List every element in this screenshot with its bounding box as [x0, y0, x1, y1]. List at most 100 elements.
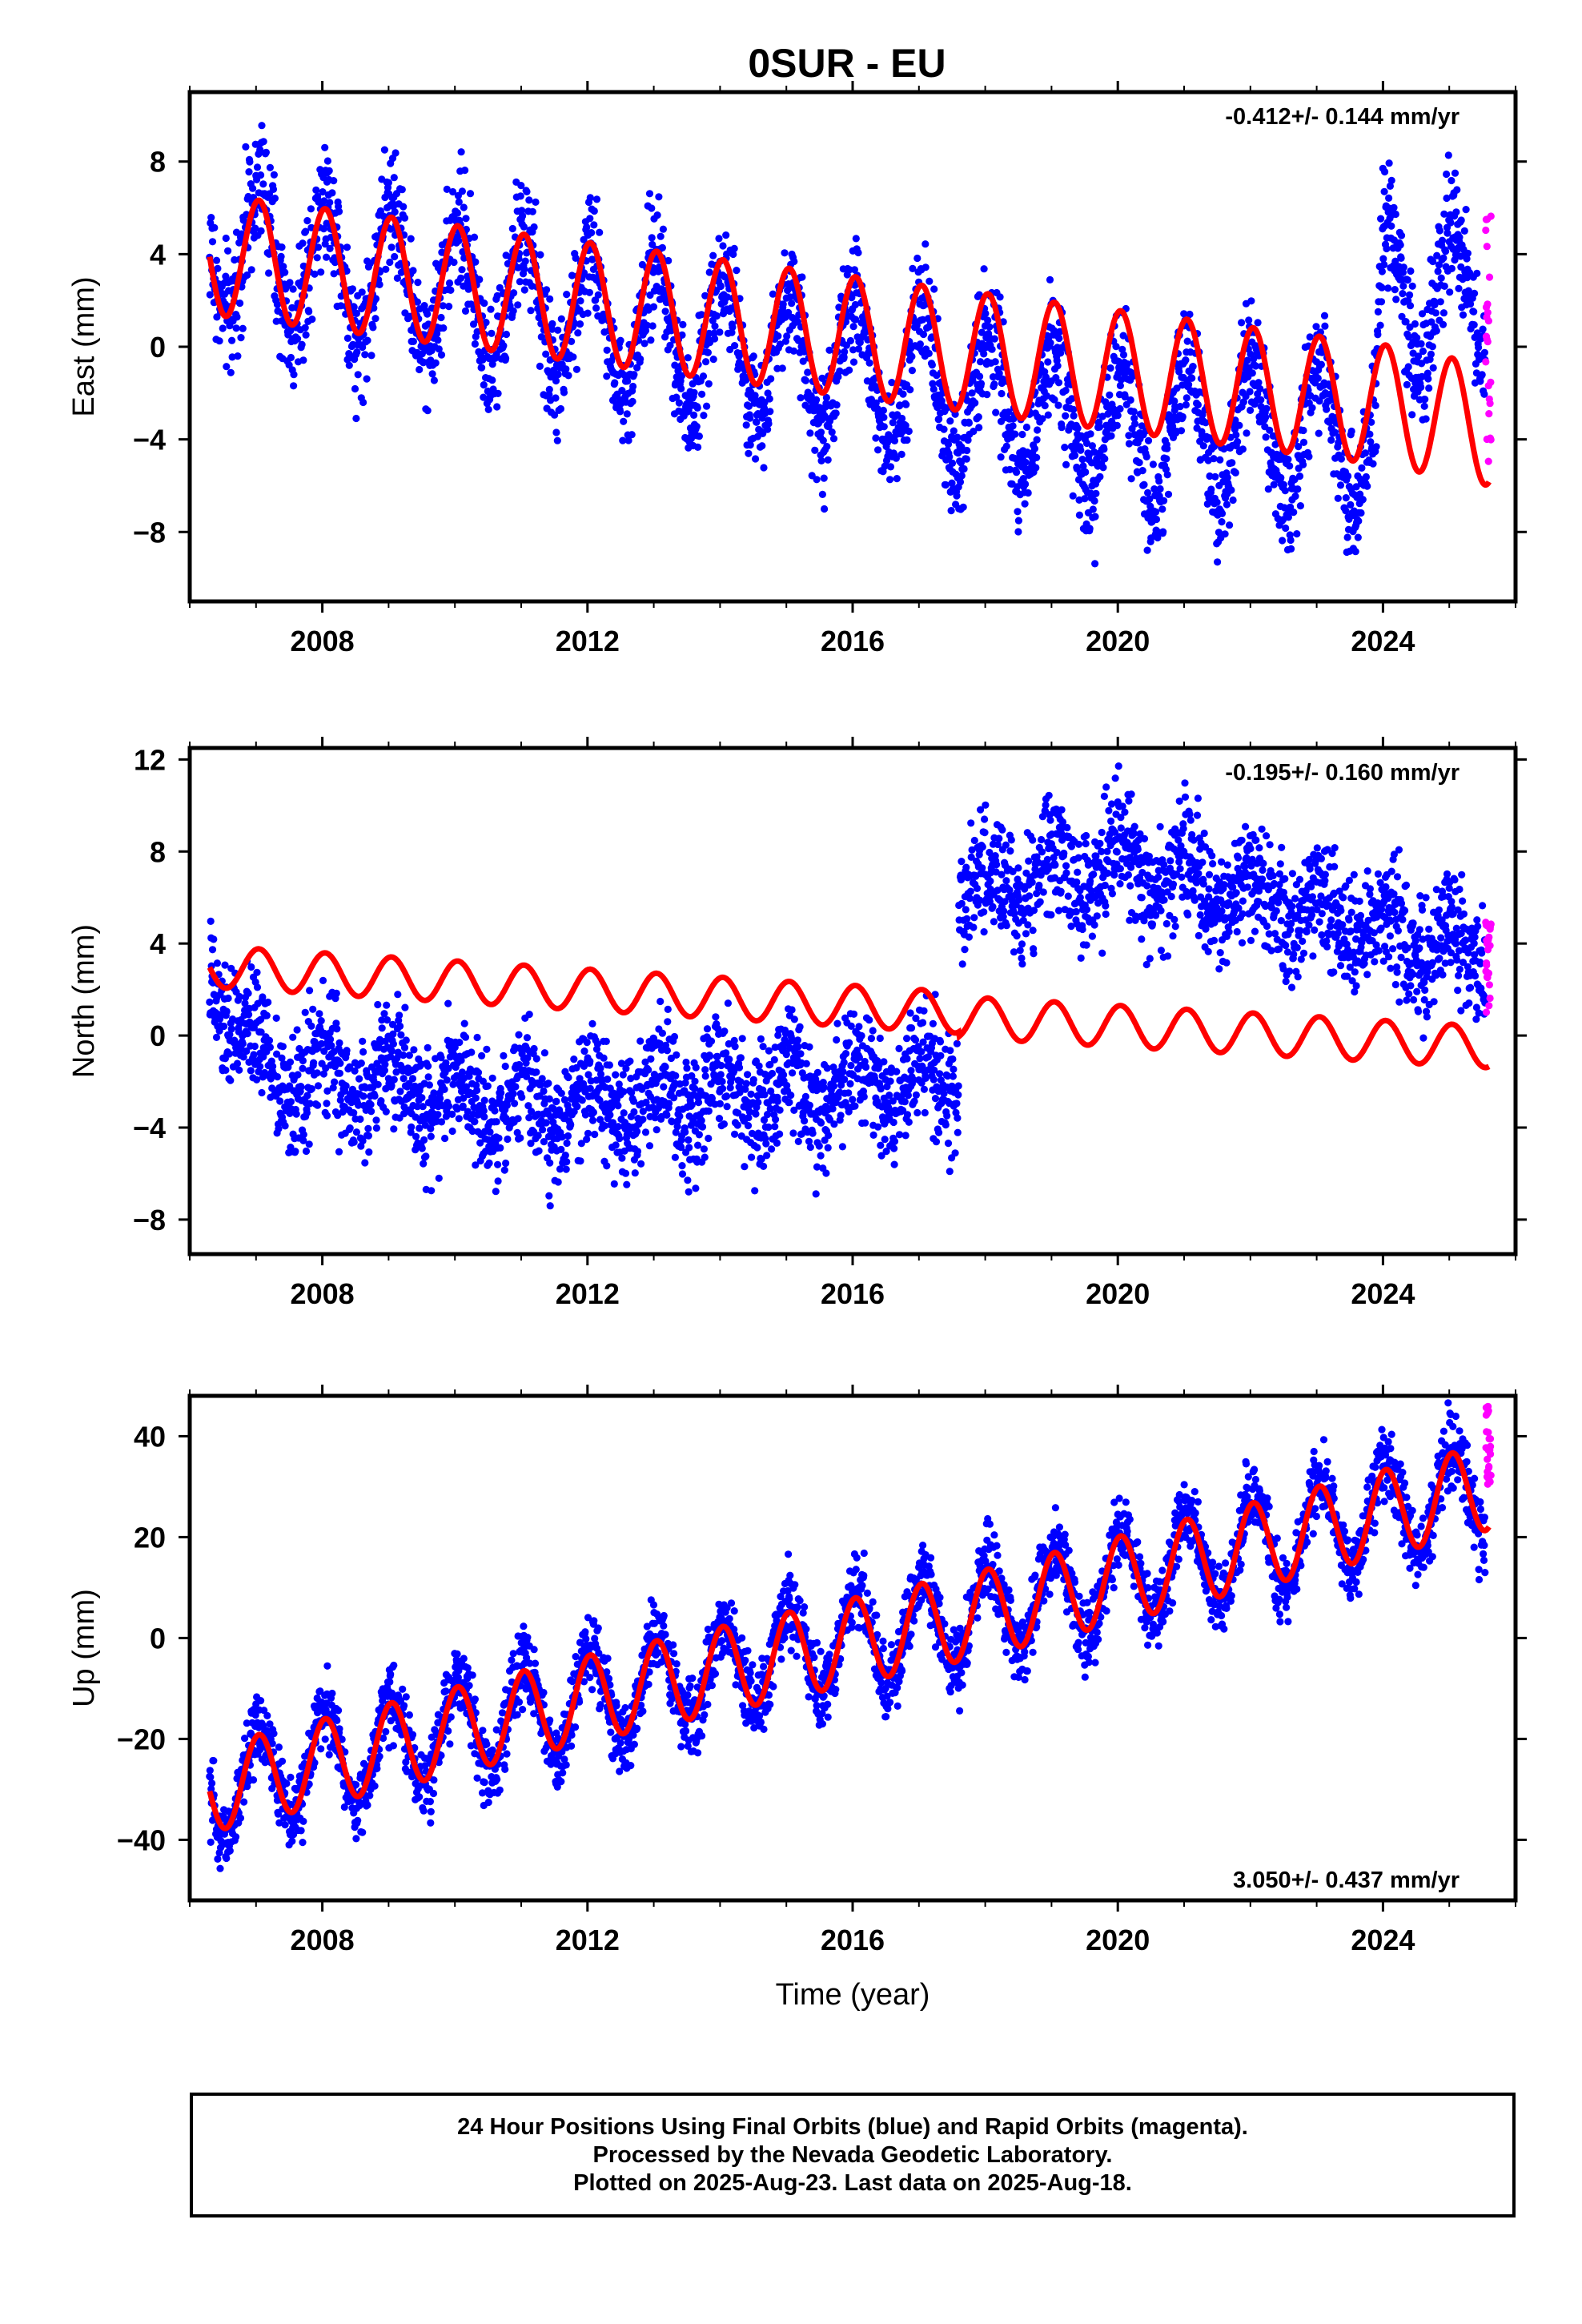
data-point [846, 1080, 854, 1088]
data-point [946, 417, 954, 425]
y-tick-label: −4 [133, 424, 166, 456]
data-point [1428, 343, 1436, 351]
data-point [749, 352, 757, 360]
data-point [829, 1082, 838, 1090]
data-point [833, 1035, 841, 1044]
data-point [820, 474, 828, 482]
data-point [394, 991, 402, 999]
data-point [307, 1085, 315, 1093]
data-point [1397, 231, 1406, 239]
data-point [1343, 533, 1351, 541]
data-point [840, 1059, 848, 1067]
data-point [480, 1096, 488, 1104]
data-point [390, 1076, 398, 1084]
data-point [307, 205, 315, 213]
data-point [496, 283, 504, 292]
data-point [801, 1117, 809, 1125]
data-point [783, 1081, 791, 1090]
data-point [872, 434, 880, 442]
data-point [1293, 530, 1301, 538]
data-point [247, 963, 255, 971]
data-point [239, 1053, 247, 1061]
data-point [1270, 480, 1278, 489]
data-point [1100, 445, 1108, 453]
data-point [310, 1059, 318, 1067]
data-point [330, 177, 338, 185]
data-point [998, 389, 1006, 398]
data-point [1030, 444, 1038, 452]
data-point [497, 1089, 505, 1097]
data-point [387, 225, 395, 233]
data-point [678, 331, 686, 339]
data-point [279, 1043, 287, 1051]
data-point [1427, 318, 1435, 326]
data-point [940, 425, 948, 433]
data-point [1408, 411, 1416, 419]
data-point [1034, 426, 1042, 434]
x-tick-label: 2008 [291, 625, 355, 657]
data-point [561, 1152, 569, 1160]
data-point [357, 1059, 365, 1068]
data-point [713, 312, 721, 320]
data-point [580, 1062, 588, 1070]
data-point [450, 258, 458, 267]
data-point [1056, 328, 1064, 336]
data-point [818, 490, 826, 499]
data-point [729, 324, 737, 332]
data-point [412, 1132, 420, 1140]
data-point [400, 214, 409, 222]
data-point [919, 330, 928, 339]
data-point [335, 1039, 343, 1047]
data-point [1418, 310, 1427, 318]
data-point [495, 1134, 503, 1142]
data-point [633, 1148, 642, 1156]
rapid-data-point [1484, 382, 1492, 390]
data-point [760, 464, 768, 472]
data-point [576, 320, 584, 328]
data-point [908, 352, 916, 360]
data-point [424, 1043, 432, 1051]
data-point [592, 195, 601, 203]
data-point [717, 282, 725, 291]
data-point [628, 1088, 636, 1096]
data-point [1294, 485, 1302, 493]
data-point [823, 1064, 831, 1072]
data-point [822, 1169, 830, 1177]
data-point [1131, 420, 1139, 428]
data-point [633, 364, 641, 372]
data-point [720, 1120, 729, 1128]
data-point [294, 335, 302, 343]
data-point [343, 243, 351, 251]
data-point [1119, 351, 1128, 359]
data-point [683, 1064, 691, 1072]
data-point [1239, 398, 1247, 406]
data-point [820, 1084, 828, 1092]
data-point [494, 1177, 502, 1185]
data-point [640, 340, 648, 348]
data-point [460, 203, 468, 211]
data-point [586, 215, 594, 223]
data-point [724, 999, 733, 1007]
data-point [1069, 492, 1077, 500]
data-point [976, 372, 984, 380]
data-point [305, 1140, 313, 1148]
data-point [222, 1066, 230, 1074]
data-point [661, 1063, 669, 1071]
data-point [980, 350, 988, 358]
data-point [889, 419, 897, 427]
rapid-data-point [1482, 358, 1490, 366]
data-point [790, 1015, 798, 1023]
data-point [243, 271, 251, 279]
data-point [1299, 426, 1307, 435]
data-point [722, 231, 730, 239]
data-point [1140, 480, 1148, 489]
data-point [424, 310, 432, 318]
data-point [398, 186, 406, 194]
data-point [1440, 282, 1448, 290]
data-point [1235, 421, 1243, 429]
data-point [694, 1099, 703, 1107]
data-point [1019, 475, 1027, 483]
data-point [771, 1123, 779, 1131]
data-point [793, 1036, 802, 1044]
data-point [1299, 460, 1307, 468]
